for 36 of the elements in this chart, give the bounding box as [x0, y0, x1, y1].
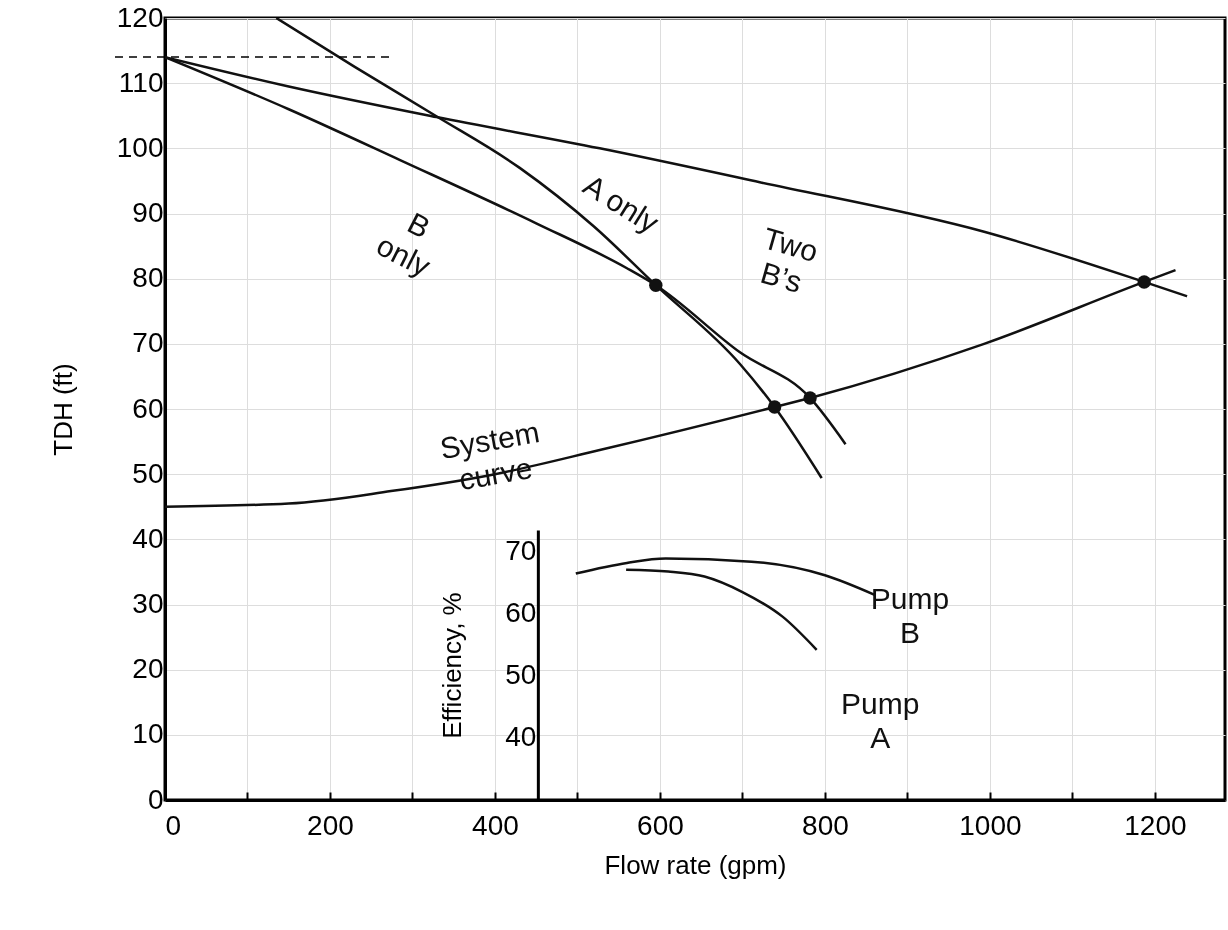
- point: [803, 391, 817, 405]
- y-axis-title: TDH (ft): [47, 363, 78, 456]
- x-axis-title: Flow rate (gpm): [604, 849, 787, 880]
- text: B only: [371, 205, 436, 283]
- y2-tick-label: 50: [505, 659, 537, 691]
- y-tick-label: 60: [132, 392, 164, 424]
- point: [767, 400, 782, 414]
- x-tick-label: 800: [802, 809, 849, 841]
- y-tick-label: 120: [116, 1, 164, 33]
- y2-axis-title: Efficiency, %: [437, 592, 468, 739]
- y2-tick-label: 60: [505, 597, 537, 629]
- text: A only: [577, 168, 665, 240]
- y2-tick-label: 40: [505, 721, 537, 753]
- line-series: [624, 568, 818, 652]
- x-tick-label: 200: [307, 809, 354, 841]
- y-tick-label: 90: [132, 197, 164, 228]
- y-tick-label: 40: [132, 522, 164, 554]
- y-tick-label: 10: [132, 718, 164, 750]
- y-tick-label: 0: [147, 783, 164, 815]
- y-tick-label: 70: [132, 327, 164, 359]
- x-tick-label: 400: [472, 809, 519, 841]
- y2-tick-label: 70: [505, 535, 537, 567]
- y-tick-label: 50: [132, 457, 164, 489]
- x-tick-label: 1200: [1124, 809, 1187, 841]
- point: [649, 278, 663, 292]
- series-label: Pump A: [841, 687, 920, 755]
- y-tick-label: 110: [118, 66, 164, 98]
- series-label: Pump B: [870, 581, 950, 649]
- y-tick-label: 100: [116, 131, 164, 163]
- y-tick-label: 30: [132, 588, 164, 619]
- point: [1137, 275, 1151, 289]
- x-tick-label: 600: [637, 809, 684, 841]
- x-tick-label: 1000: [959, 809, 1022, 841]
- text: Two B’s: [757, 221, 822, 299]
- y-tick-label: 20: [132, 653, 164, 685]
- y-tick-label: 80: [132, 262, 164, 294]
